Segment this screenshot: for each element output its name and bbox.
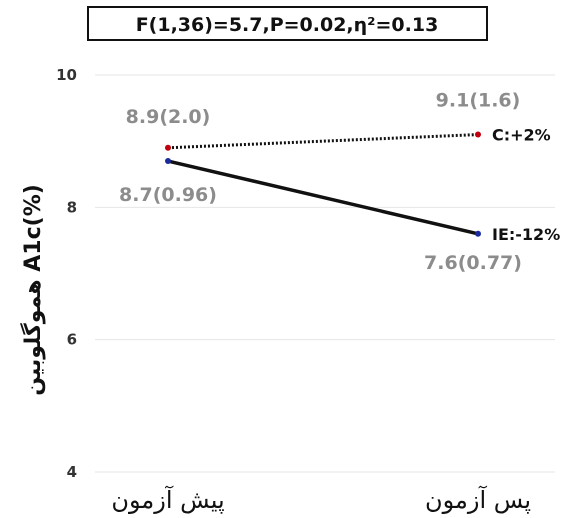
y-tick-label: 6 [67,331,77,349]
x-category-labels: پیش آزمون پس آزمون [111,485,531,514]
chart-title: F(1,36)=5.7,P=0.02,η²=0.13 [136,14,439,36]
stats-box [87,6,488,41]
y-tick-label: 4 [67,463,77,481]
data-label: 8.9(2.0) [126,106,211,128]
y-axis-title: هموگلوبین A1c(%) [19,184,46,396]
series-label: IE:-12% [492,225,560,244]
y-tick-label: 10 [56,66,77,84]
y-tick-labels: 10 8 6 4 [56,66,77,481]
data-point [165,158,171,165]
x-category-label: پیش آزمون [111,485,224,514]
data-point [165,144,171,151]
series-label: C:+2% [492,126,551,145]
data-label: 8.7(0.96) [119,184,217,206]
data-label: 7.6(0.77) [424,252,522,274]
series-group: 8.9(2.0) 9.1(1.6) C:+2% 8.7(0.96) 7.6(0.77) I… [119,90,560,274]
y-tick-label: 8 [67,198,77,216]
x-category-label: پس آزمون [425,485,531,514]
data-label: 9.1(1.6) [436,90,521,112]
data-point [475,230,481,237]
series-line-1 [167,133,479,150]
gridlines [95,74,555,473]
series-line-2 [167,159,479,236]
data-point [475,131,481,138]
